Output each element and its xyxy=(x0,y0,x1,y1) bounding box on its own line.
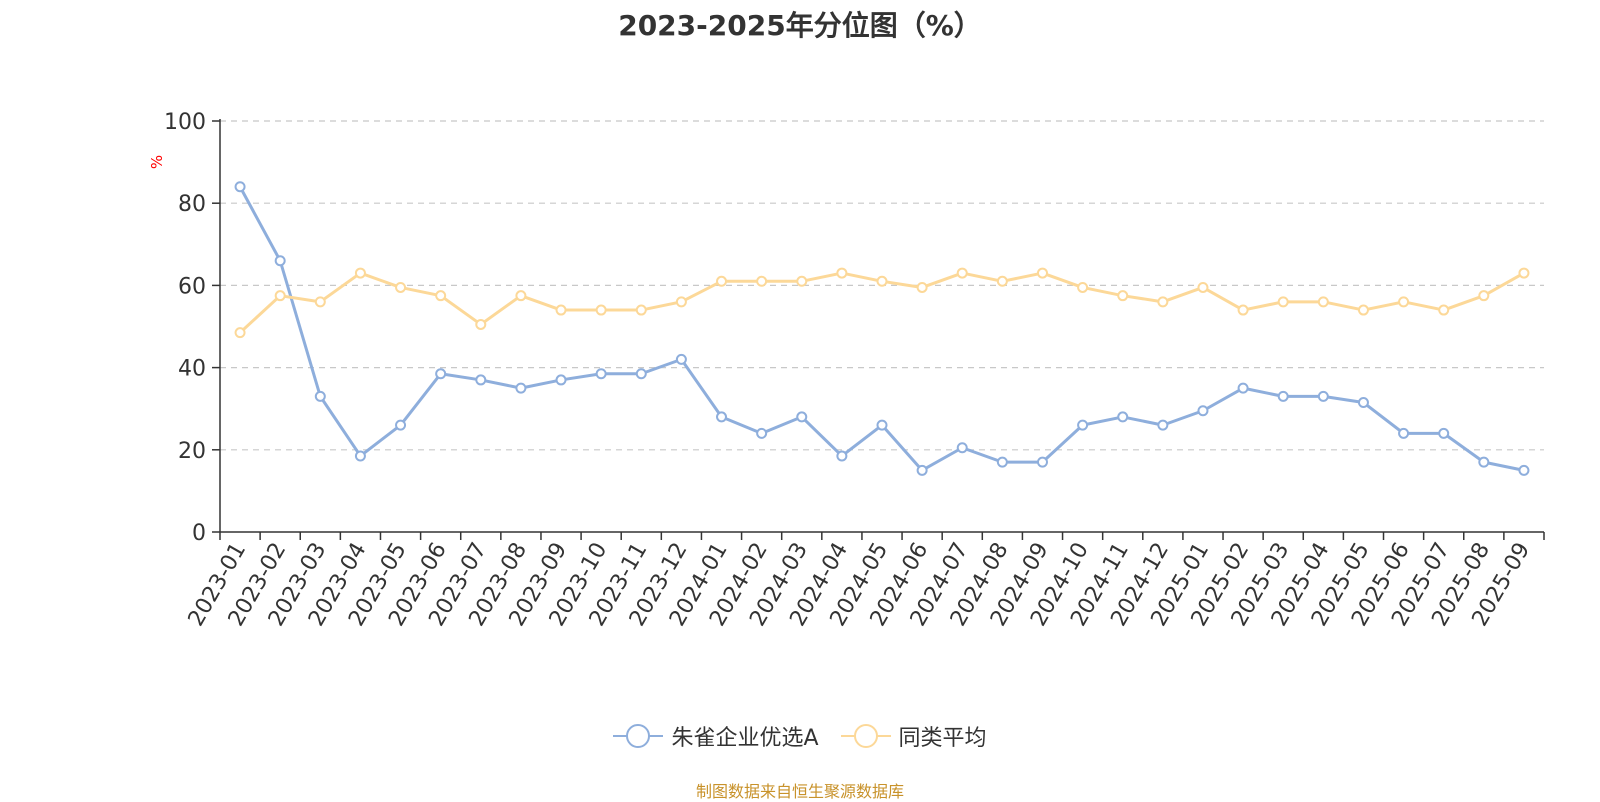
series-2-point xyxy=(1438,304,1450,316)
series-1-point xyxy=(274,255,286,267)
series-2-point xyxy=(1117,290,1129,302)
series-2-point xyxy=(1398,296,1410,308)
series-1-point xyxy=(354,450,366,462)
series-1-point xyxy=(1317,390,1329,402)
series-2-point xyxy=(1357,304,1369,316)
series-1-point xyxy=(635,368,647,380)
series-1-point xyxy=(836,450,848,462)
series-1-point xyxy=(1438,427,1450,439)
series-2-point xyxy=(876,275,888,287)
series-1-point xyxy=(956,442,968,454)
series-1-point xyxy=(675,353,687,365)
series-2-point xyxy=(395,281,407,293)
y-tick-label: 100 xyxy=(164,110,206,135)
series-1-point xyxy=(1117,411,1129,423)
series-1-point xyxy=(1036,456,1048,468)
series-2-point xyxy=(435,290,447,302)
series-1-point xyxy=(716,411,728,423)
series-2-point xyxy=(1277,296,1289,308)
y-tick-label: 60 xyxy=(178,274,206,299)
series-2-point xyxy=(1036,267,1048,279)
series-1-point xyxy=(996,456,1008,468)
series-2-point xyxy=(675,296,687,308)
chart-title: 2023-2025年分位图（%） xyxy=(618,9,982,42)
series-1-point xyxy=(435,368,447,380)
series-1-point xyxy=(515,382,527,394)
series-1-point xyxy=(1277,390,1289,402)
series-1-point xyxy=(395,419,407,431)
series-2-point xyxy=(1077,281,1089,293)
series-2-point xyxy=(916,281,928,293)
series-1-point xyxy=(916,464,928,476)
series-2-point xyxy=(716,275,728,287)
legend-item-series-2[interactable]: 同类平均 xyxy=(840,720,987,752)
series-1-point xyxy=(1157,419,1169,431)
legend-marker-series-1 xyxy=(613,724,664,748)
series-2-point xyxy=(354,267,366,279)
series-1-point xyxy=(1398,427,1410,439)
legend-item-series-1[interactable]: 朱雀企业优选A xyxy=(613,720,819,752)
series-1-point xyxy=(796,411,808,423)
series-2-point xyxy=(836,267,848,279)
series-1-point xyxy=(1357,397,1369,409)
series-1-point xyxy=(1197,405,1209,417)
series-2-point xyxy=(1157,296,1169,308)
legend: 朱雀企业优选A 同类平均 xyxy=(0,720,1600,752)
series-2-point xyxy=(1478,290,1490,302)
series-1-point xyxy=(555,374,567,386)
series-2-point xyxy=(1518,267,1530,279)
series-2-point xyxy=(515,290,527,302)
line-chart: 020406080100%2023-012023-022023-032023-0… xyxy=(148,110,1545,631)
series-1-point xyxy=(1237,382,1249,394)
series-1-point xyxy=(595,368,607,380)
series-2-point xyxy=(796,275,808,287)
series-2-point xyxy=(956,267,968,279)
series-1-point xyxy=(756,427,768,439)
series-1-point xyxy=(1077,419,1089,431)
legend-label-series-2: 同类平均 xyxy=(898,726,987,751)
legend-marker-series-2 xyxy=(840,724,891,748)
y-tick-label: 0 xyxy=(192,521,206,546)
series-2-point xyxy=(756,275,768,287)
series-2-point xyxy=(234,327,246,339)
y-tick-label: 80 xyxy=(178,192,206,217)
y-axis-unit: % xyxy=(148,155,166,169)
legend-label-series-1: 朱雀企业优选A xyxy=(671,726,819,751)
series-2-point xyxy=(996,275,1008,287)
series-1-point xyxy=(876,419,888,431)
series-1-point xyxy=(1518,464,1530,476)
series-2-point xyxy=(1317,296,1329,308)
y-tick-label: 40 xyxy=(178,357,206,382)
series-1-point xyxy=(234,181,246,193)
series-2-point xyxy=(635,304,647,316)
series-2-point xyxy=(1197,281,1209,293)
data-source-note: 制图数据来自恒生聚源数据库 xyxy=(695,782,904,801)
series-2-point xyxy=(274,290,286,302)
series-1-point xyxy=(475,374,487,386)
series-2-point xyxy=(555,304,567,316)
y-tick-label: 20 xyxy=(178,439,206,464)
series-2-point xyxy=(475,318,487,330)
series-2-point xyxy=(314,296,326,308)
series-2-point xyxy=(1237,304,1249,316)
series-1-point xyxy=(1478,456,1490,468)
series-2-point xyxy=(595,304,607,316)
series-1-point xyxy=(314,390,326,402)
